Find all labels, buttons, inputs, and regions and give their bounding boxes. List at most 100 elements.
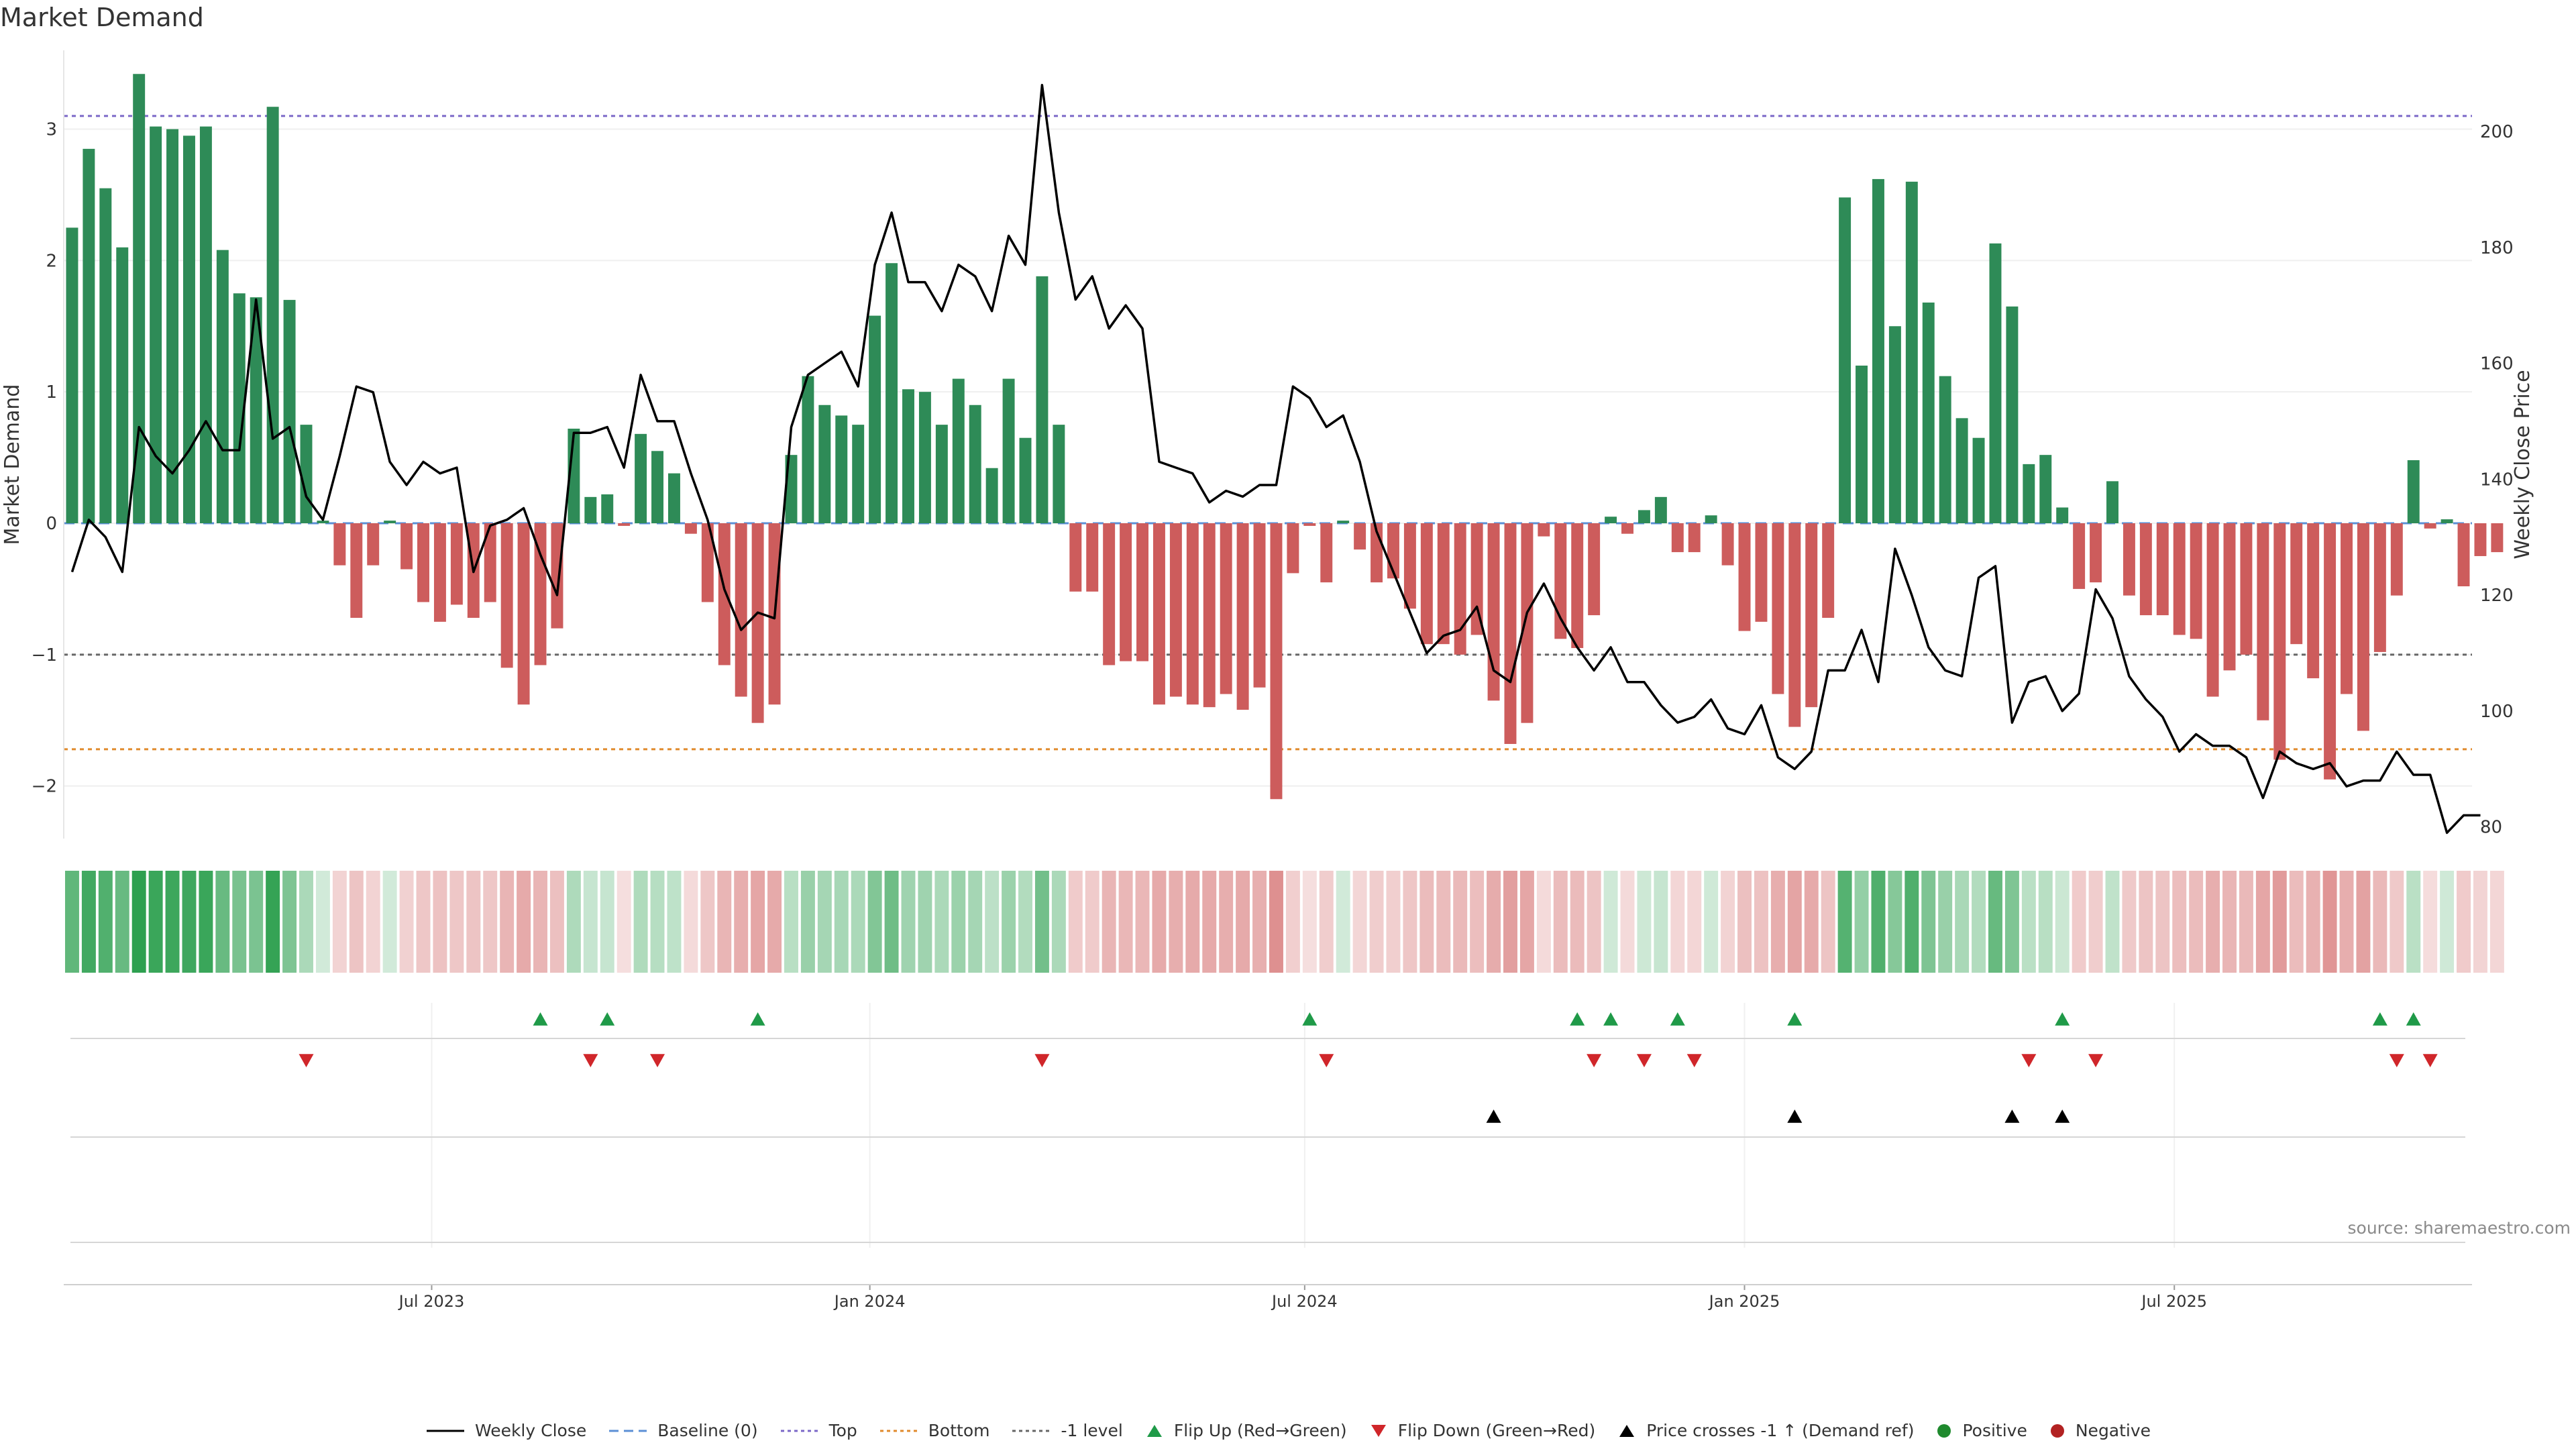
demand-bar [534,523,547,665]
demand-bar [818,405,831,523]
demand-bar [2190,523,2202,639]
heat-strip-cell [734,871,749,973]
heat-strip-cell [2072,871,2086,973]
flip-down-marker [299,1054,314,1067]
heat-strip-cell [1018,871,1032,973]
heat-strip-cell [1219,871,1234,973]
heat-strip-cell [817,871,832,973]
demand-heat-strip [64,871,2504,973]
demand-bar [1169,523,1182,697]
heat-strip-cell [2373,871,2387,973]
heat-strip-cell [918,871,932,973]
demand-bar [199,126,212,524]
demand-bar [969,405,981,523]
heat-strip-cell [2255,871,2270,973]
heat-strip-cell [1536,871,1551,973]
demand-bar [1354,523,1366,550]
demand-bar [2206,523,2219,697]
flip-down-marker [1636,1054,1652,1067]
heat-strip-cell [1386,871,1401,973]
demand-bar [985,468,998,523]
demand-bar [1002,378,1015,523]
heat-strip-cell [2423,871,2438,973]
legend-label: Flip Down (Green→Red) [1397,1421,1596,1440]
flip-up-marker [1570,1012,1585,1026]
demand-bar [2223,523,2236,671]
demand-bar [250,297,262,523]
demand-bar [1688,523,1701,553]
flip-down-marker [2389,1054,2404,1067]
demand-bar [367,523,380,566]
triangle-up-icon [1144,1423,1165,1439]
flip-up-marker [1670,1012,1685,1026]
heat-strip-cell [1068,871,1083,973]
demand-bar [1437,523,1450,645]
heat-strip-cell [1955,871,1970,973]
demand-bar [2324,523,2337,780]
demand-bar [1571,523,1584,649]
heat-strip-cell [2139,871,2153,973]
heat-strip-cell [64,871,79,973]
heat-strip-cell [2222,871,2237,973]
heat-strip-cell [2172,871,2187,973]
flip-down-marker [2422,1054,2438,1067]
heat-strip-cell [566,871,581,973]
demand-bar [835,415,848,523]
demand-bar [2307,523,2320,679]
demand-bar [1036,276,1049,523]
heat-strip-cell [1687,871,1702,973]
demand-bar [1270,523,1283,800]
demand-bar [1654,496,1667,523]
demand-bar [1253,523,1266,688]
y2-tick-label: 200 [2480,122,2514,142]
demand-bar [601,494,614,523]
demand-bar [2173,523,2186,635]
demand-bar [1738,523,1751,631]
demand-bar [384,521,396,523]
demand-bar [1303,523,1316,526]
legend-item: Top [780,1421,857,1440]
demand-bar [1403,523,1416,609]
legend-label: Top [828,1421,857,1440]
heat-strip-cell [1570,871,1585,973]
x-tick-label: Jan 2024 [833,1292,906,1311]
heat-strip-cell [800,871,815,973]
heat-strip-cell [2356,871,2371,973]
demand-bar [1136,523,1148,661]
heat-strip-cell [1553,871,1568,973]
demand-bar [433,523,446,622]
demand-bar [1152,523,1165,705]
y-tick-label: 0 [46,514,57,534]
heat-strip-cell [1988,871,2002,973]
demand-bar [2424,523,2436,529]
heat-strip-cell [700,871,715,973]
heat-strip-cell [249,871,264,973]
heat-strip-cell [2189,871,2204,973]
heat-strip-cell [1637,871,1652,973]
heat-strip-cell [433,871,447,973]
heat-strip-cell [1436,871,1451,973]
heat-strip-cell [633,871,648,973]
y-axis-title: Market Demand [1,384,24,545]
flip-up-marker [2055,1012,2070,1026]
legend-label: Negative [2075,1421,2151,1440]
price-cross-marker [1787,1110,1803,1123]
heat-strip-cell [867,871,882,973]
heat-strip-cell [1721,871,1735,973]
y2-tick-label: 140 [2480,470,2514,490]
heat-strip-cell [1002,871,1016,973]
legend-item: -1 level [1011,1421,1123,1440]
demand-bar [2491,523,2504,553]
flip-up-marker [1603,1012,1619,1026]
demand-bar [952,378,965,523]
demand-bar [2139,523,2152,616]
heat-strip-cell [1938,871,1953,973]
heat-strip-cell [1871,871,1886,973]
heat-strip-cell [684,871,698,973]
demand-bar [1705,515,1717,523]
heat-strip-cell [1754,871,1768,973]
heat-strip-cell [1837,871,1852,973]
demand-bar [1721,523,1734,566]
heat-strip-cell [1519,871,1534,973]
legend-item: Positive [1935,1421,2027,1440]
